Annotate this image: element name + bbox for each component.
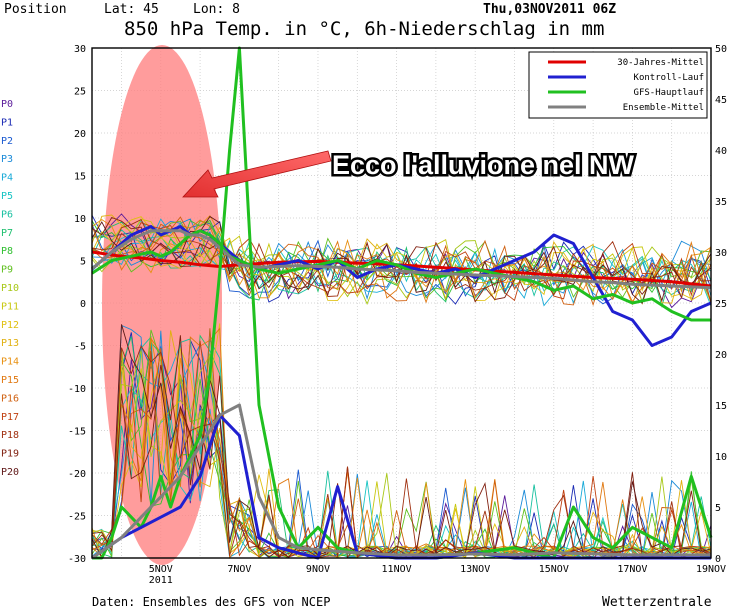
y-tick-label-left: -20: [68, 469, 86, 480]
y-tick-label-right: 0: [715, 554, 721, 565]
y-tick-label-right: 45: [715, 95, 727, 106]
member-label: P1: [1, 117, 13, 128]
legend: 30-Jahres-Mittel Kontroll-Lauf GFS-Hauptla…: [528, 51, 708, 119]
lat-label: Lat: 45: [104, 2, 159, 17]
member-temp-line: [91, 214, 712, 306]
member-precip-line: [91, 345, 712, 559]
y-tick-label-left: 0: [80, 299, 86, 310]
x-tick-label: 17NOV: [617, 564, 647, 575]
y-tick-label-right: 35: [715, 197, 727, 208]
member-label: P6: [1, 209, 13, 220]
member-temp-line: [91, 219, 712, 304]
x-tick-label: 13NOV: [460, 564, 490, 575]
member-precip-line: [91, 323, 712, 559]
y-tick-label-left: 10: [74, 214, 86, 225]
member-label: P19: [1, 449, 19, 460]
source-credit: Daten: Ensembles des GFS von NCEP: [92, 595, 330, 609]
brand-label: Wetterzentrale: [602, 595, 712, 609]
member-label: P2: [1, 136, 13, 147]
member-label: P18: [1, 430, 19, 441]
date-label: Thu,03NOV2011 06Z: [483, 2, 616, 17]
member-label: P5: [1, 191, 13, 202]
member-label: P20: [1, 467, 19, 478]
x-tick-label: 15NOV: [539, 564, 569, 575]
member-label: P17: [1, 412, 19, 423]
position-label: Position: [4, 2, 67, 17]
member-label: P16: [1, 393, 19, 404]
series-kontroll-lauf-temp: [91, 225, 712, 347]
y-tick-label-right: 25: [715, 299, 727, 310]
y-tick-label-left: -30: [68, 554, 86, 565]
y-tick-label-left: -15: [68, 427, 86, 438]
y-tick-label-right: 40: [715, 146, 727, 157]
lon-label: Lon: 8: [193, 2, 240, 17]
member-label: P8: [1, 246, 13, 257]
series-ensemble-mittel-temp: [91, 229, 712, 290]
x-tick-label: 9NOV: [306, 564, 330, 575]
y-tick-label-right: 30: [715, 248, 727, 259]
x-tick-label: 19NOV: [696, 564, 726, 575]
x-tick-label: 7NOV: [227, 564, 251, 575]
x-tick-label: 11NOV: [382, 564, 412, 575]
x-tick-label: 5NOV: [149, 564, 173, 575]
member-label: P4: [1, 173, 13, 184]
y-tick-label-left: -5: [74, 342, 86, 353]
y-tick-label-right: 10: [715, 452, 727, 463]
series-ensemble-mittel-precip: [91, 403, 711, 560]
member-label: P12: [1, 320, 19, 331]
y-tick-label-right: 15: [715, 401, 727, 412]
highlight-ellipse: [102, 45, 222, 565]
member-list: P0 P1 P2 P3 P4 P5 P6 P7 P8 P9 P10 P11 P12 P13 P14 P15 P1…: [1, 99, 19, 478]
member-label: P11: [1, 301, 19, 312]
y-tick-label-right: 50: [715, 44, 727, 55]
main-series: [91, 46, 713, 560]
legend-label: Kontroll-Lauf: [634, 73, 704, 83]
legend-label: Ensemble-Mittel: [623, 103, 704, 113]
y-tick-label-left: 20: [74, 129, 86, 140]
member-temp-line: [91, 216, 712, 307]
member-label: P9: [1, 265, 13, 276]
annotation-arrow: [182, 150, 332, 198]
member-label: P3: [1, 154, 13, 165]
y-tick-label-left: 5: [80, 257, 86, 268]
x-tick-label: 2011: [149, 575, 173, 586]
axes: 302520151050-5-10-15-20-25-3050454035302…: [68, 44, 727, 586]
legend-label: GFS-Hauptlauf: [634, 88, 704, 98]
y-tick-label-left: 30: [74, 44, 86, 55]
annotation-text: Ecco l'alluvione nel NW: [332, 150, 634, 180]
member-label: P15: [1, 375, 19, 386]
legend-label: 30-Jahres-Mittel: [617, 58, 704, 68]
member-label: P7: [1, 228, 13, 239]
chart-title: 850 hPa Temp. in °C, 6h-Niederschlag in …: [124, 18, 604, 40]
y-tick-label-right: 20: [715, 350, 727, 361]
y-tick-label-left: -25: [68, 512, 86, 523]
plot-frame: [91, 47, 712, 559]
y-tick-label-left: 25: [74, 87, 86, 98]
y-tick-label-right: 5: [715, 503, 721, 514]
member-label: P14: [1, 357, 19, 368]
member-label: P13: [1, 338, 19, 349]
member-label: P10: [1, 283, 19, 294]
member-label: P0: [1, 99, 13, 110]
annotation: Ecco l'alluvione nel NW: [182, 148, 637, 198]
y-tick-label-left: 15: [74, 172, 86, 183]
highlight-ellipse-shape: [102, 45, 222, 565]
y-tick-label-left: -10: [68, 384, 86, 395]
